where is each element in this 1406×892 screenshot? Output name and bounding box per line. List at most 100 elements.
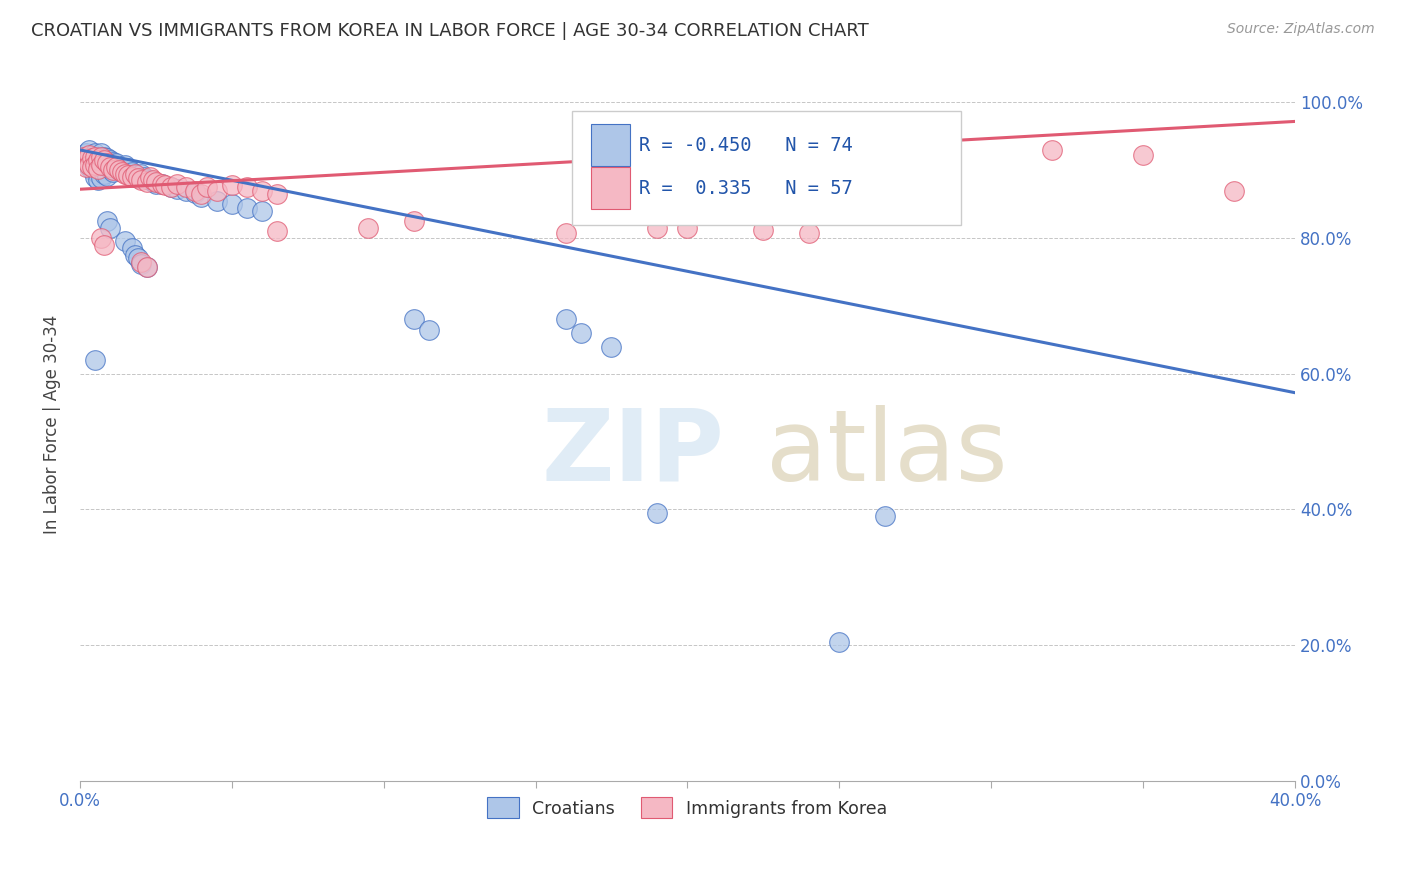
Point bbox=[77, 143, 100, 157]
Point bbox=[84, 150, 107, 164]
Point bbox=[236, 180, 259, 194]
FancyBboxPatch shape bbox=[572, 112, 960, 225]
Point bbox=[117, 161, 139, 176]
Point bbox=[98, 160, 121, 174]
Point bbox=[108, 163, 131, 178]
Point bbox=[418, 323, 440, 337]
Point bbox=[600, 340, 623, 354]
Point bbox=[132, 169, 155, 184]
Point bbox=[402, 214, 425, 228]
Point bbox=[645, 506, 668, 520]
Point bbox=[190, 190, 212, 204]
Point bbox=[114, 167, 136, 181]
Point bbox=[98, 161, 121, 176]
Point bbox=[93, 158, 115, 172]
Point bbox=[129, 257, 152, 271]
Point bbox=[266, 186, 288, 201]
Text: Source: ZipAtlas.com: Source: ZipAtlas.com bbox=[1227, 22, 1375, 37]
Point bbox=[90, 150, 112, 164]
Point bbox=[1132, 148, 1154, 162]
Point bbox=[142, 173, 165, 187]
FancyBboxPatch shape bbox=[592, 124, 630, 167]
Point bbox=[84, 146, 107, 161]
Point bbox=[129, 173, 152, 187]
Point bbox=[96, 214, 118, 228]
Point bbox=[205, 194, 228, 208]
Point bbox=[205, 184, 228, 198]
Point bbox=[87, 156, 110, 170]
Point bbox=[221, 197, 243, 211]
Point bbox=[150, 177, 173, 191]
Point bbox=[127, 252, 149, 266]
Point bbox=[160, 180, 183, 194]
Point bbox=[90, 155, 112, 169]
Point bbox=[75, 146, 97, 161]
Point bbox=[124, 248, 146, 262]
Point bbox=[80, 151, 103, 165]
Point bbox=[135, 260, 157, 274]
Point bbox=[87, 150, 110, 164]
Point bbox=[84, 353, 107, 368]
Point bbox=[105, 156, 128, 170]
Point bbox=[160, 180, 183, 194]
Point bbox=[174, 184, 197, 198]
Point bbox=[90, 231, 112, 245]
Point bbox=[153, 178, 176, 193]
Point bbox=[96, 169, 118, 183]
Point bbox=[90, 146, 112, 161]
Point bbox=[250, 184, 273, 198]
Point bbox=[75, 160, 97, 174]
Point bbox=[77, 160, 100, 174]
Point bbox=[84, 158, 107, 172]
Point bbox=[114, 235, 136, 249]
Point bbox=[103, 163, 125, 178]
Point bbox=[77, 148, 100, 162]
Point bbox=[555, 226, 578, 240]
Point bbox=[1040, 143, 1063, 157]
FancyBboxPatch shape bbox=[592, 167, 630, 209]
Point bbox=[166, 177, 188, 191]
Point bbox=[124, 167, 146, 181]
Point bbox=[103, 164, 125, 178]
Point bbox=[77, 153, 100, 167]
Point bbox=[174, 180, 197, 194]
Point bbox=[752, 223, 775, 237]
Point bbox=[236, 201, 259, 215]
Point bbox=[93, 153, 115, 167]
Point bbox=[93, 150, 115, 164]
Point bbox=[150, 177, 173, 191]
Point bbox=[135, 172, 157, 186]
Point bbox=[84, 163, 107, 178]
Point bbox=[190, 186, 212, 201]
Point bbox=[96, 160, 118, 174]
Point bbox=[569, 326, 592, 340]
Point bbox=[72, 150, 94, 164]
Point bbox=[90, 158, 112, 172]
Point bbox=[80, 163, 103, 178]
Point bbox=[145, 177, 167, 191]
Point bbox=[357, 220, 380, 235]
Point bbox=[105, 160, 128, 174]
Point bbox=[75, 156, 97, 170]
Point bbox=[121, 241, 143, 255]
Text: R = -0.450   N = 74: R = -0.450 N = 74 bbox=[638, 136, 852, 155]
Point bbox=[166, 181, 188, 195]
Text: R =  0.335   N = 57: R = 0.335 N = 57 bbox=[638, 178, 852, 198]
Point bbox=[98, 220, 121, 235]
Point bbox=[84, 169, 107, 184]
Point bbox=[121, 164, 143, 178]
Text: CROATIAN VS IMMIGRANTS FROM KOREA IN LABOR FORCE | AGE 30-34 CORRELATION CHART: CROATIAN VS IMMIGRANTS FROM KOREA IN LAB… bbox=[31, 22, 869, 40]
Point bbox=[96, 151, 118, 165]
Point bbox=[124, 168, 146, 182]
Point bbox=[797, 226, 820, 240]
Point bbox=[266, 224, 288, 238]
Point bbox=[645, 220, 668, 235]
Point bbox=[142, 175, 165, 189]
Point bbox=[103, 155, 125, 169]
Point bbox=[402, 312, 425, 326]
Point bbox=[197, 180, 219, 194]
Point bbox=[84, 153, 107, 167]
Y-axis label: In Labor Force | Age 30-34: In Labor Force | Age 30-34 bbox=[44, 315, 60, 534]
Point bbox=[90, 163, 112, 178]
Point bbox=[139, 169, 162, 184]
